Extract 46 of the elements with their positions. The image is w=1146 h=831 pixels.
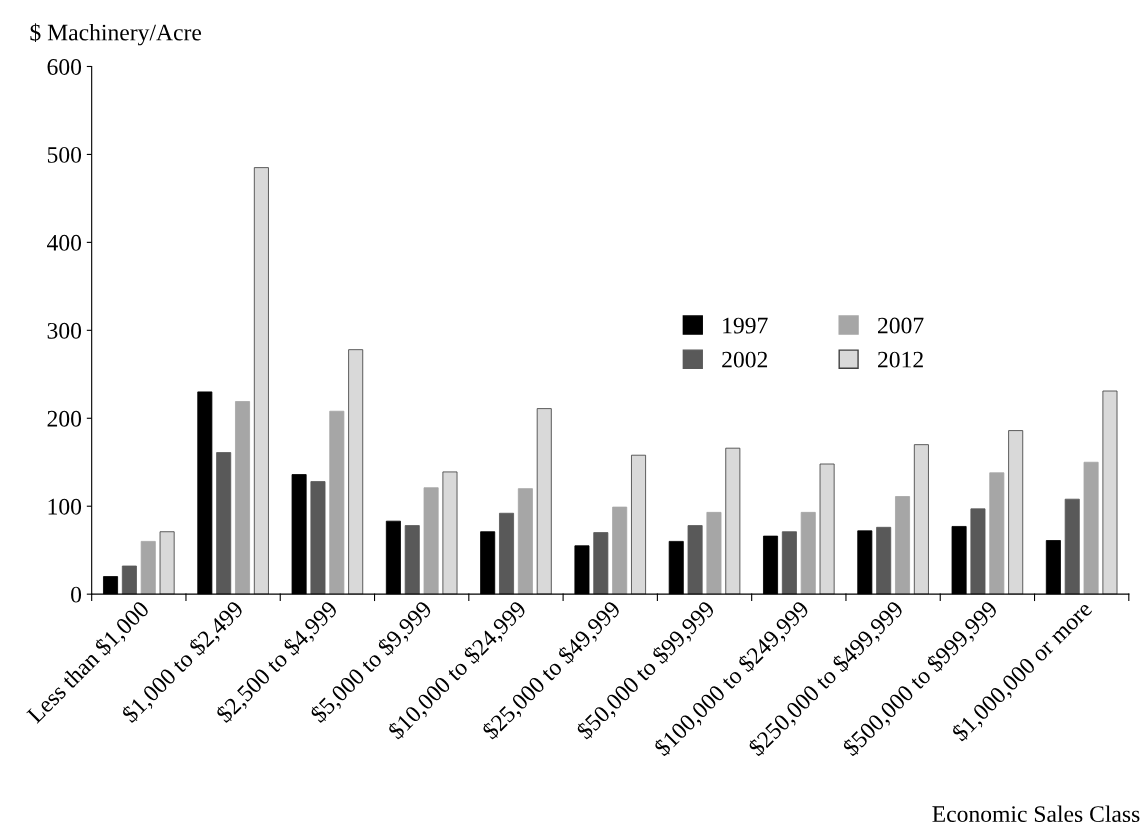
bar [725,447,741,595]
bar [706,511,722,595]
x-axis-title: Economic Sales Class [932,805,1140,823]
legend-label: 2007 [878,317,924,334]
bar [819,463,835,595]
bar [517,488,533,595]
bar [253,167,269,595]
y-tick-label: 300 [47,322,82,339]
bar [159,531,175,595]
bar [895,496,911,595]
bar [329,410,345,595]
bar [913,444,929,595]
bar [310,481,326,595]
bar [593,532,609,595]
y-tick-label: 0 [71,586,82,603]
bar [687,525,703,595]
y-tick-label: 500 [47,146,82,163]
bar [631,454,647,595]
bar [235,401,251,595]
bar [1102,390,1118,595]
bar [423,487,439,595]
y-tick-label: 400 [47,234,82,251]
bar [612,506,628,595]
bar [876,526,892,595]
y-tick-label: 600 [47,58,82,75]
bar [499,512,515,595]
bar [1064,498,1080,595]
bar [536,408,552,595]
bar [970,508,986,595]
bar [216,452,232,595]
bar [121,565,137,595]
bar [442,471,458,595]
bar [140,540,156,595]
bar [348,349,364,595]
y-axis-title: $ Machinery/Acre [30,23,202,46]
bar [781,531,797,595]
legend-label: 1997 [723,317,768,334]
bar [800,511,816,595]
y-tick-label: 100 [48,498,82,515]
bar [1008,430,1024,595]
legend-label: 2002 [722,351,768,368]
bar [1083,461,1099,595]
bar [404,525,420,595]
y-tick-label: 200 [47,410,82,427]
bar [989,472,1005,595]
legend-label: 2012 [878,351,923,368]
